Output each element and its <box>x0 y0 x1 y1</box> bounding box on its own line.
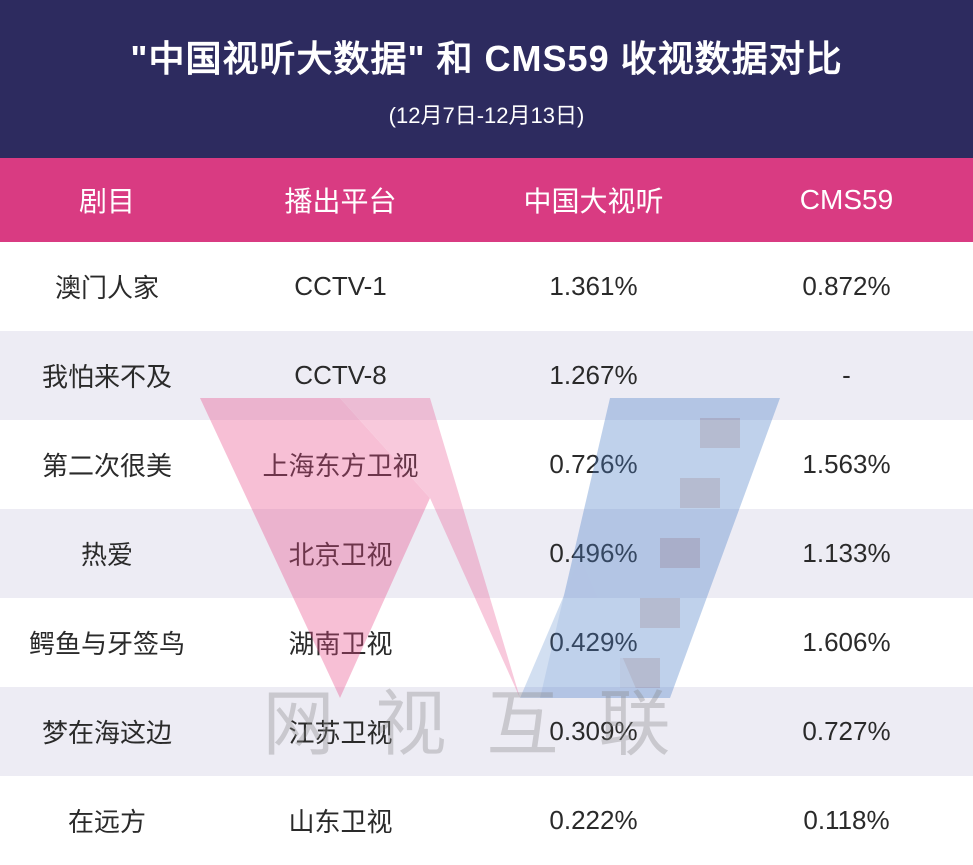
cell-china: 0.222% <box>467 776 720 865</box>
cell-china: 0.726% <box>467 420 720 509</box>
table-body: 澳门人家 CCTV-1 1.361% 0.872% 我怕来不及 CCTV-8 1… <box>0 242 973 865</box>
col-header-show: 剧目 <box>0 158 214 242</box>
col-header-platform: 播出平台 <box>214 158 467 242</box>
page-title: "中国视听大数据" 和 CMS59 收视数据对比 <box>20 30 953 82</box>
cell-platform: 北京卫视 <box>214 509 467 598</box>
cell-platform: 湖南卫视 <box>214 598 467 687</box>
cell-cms: 1.133% <box>720 509 973 598</box>
cell-cms: 1.563% <box>720 420 973 509</box>
cell-platform: 上海东方卫视 <box>214 420 467 509</box>
cell-china: 1.267% <box>467 331 720 420</box>
cell-platform: CCTV-8 <box>214 331 467 420</box>
col-header-china: 中国大视听 <box>467 158 720 242</box>
table-row: 我怕来不及 CCTV-8 1.267% - <box>0 331 973 420</box>
cell-china: 0.309% <box>467 687 720 776</box>
cell-show: 梦在海这边 <box>0 687 214 776</box>
cell-show: 我怕来不及 <box>0 331 214 420</box>
cell-platform: 江苏卫视 <box>214 687 467 776</box>
table-row: 热爱 北京卫视 0.496% 1.133% <box>0 509 973 598</box>
cell-cms: 0.118% <box>720 776 973 865</box>
page-subtitle: (12月7日-12月13日) <box>20 98 953 130</box>
cell-platform: CCTV-1 <box>214 242 467 331</box>
cell-china: 0.496% <box>467 509 720 598</box>
cell-cms: 0.727% <box>720 687 973 776</box>
table-header-row: 剧目 播出平台 中国大视听 CMS59 <box>0 158 973 242</box>
cell-platform: 山东卫视 <box>214 776 467 865</box>
cell-show: 第二次很美 <box>0 420 214 509</box>
cell-cms: 1.606% <box>720 598 973 687</box>
cell-show: 在远方 <box>0 776 214 865</box>
cell-china: 0.429% <box>467 598 720 687</box>
page-container: "中国视听大数据" 和 CMS59 收视数据对比 (12月7日-12月13日) … <box>0 0 973 862</box>
table-row: 第二次很美 上海东方卫视 0.726% 1.563% <box>0 420 973 509</box>
cell-cms: 0.872% <box>720 242 973 331</box>
cell-cms: - <box>720 331 973 420</box>
table-wrapper: 剧目 播出平台 中国大视听 CMS59 澳门人家 CCTV-1 1.361% 0… <box>0 158 973 865</box>
col-header-cms: CMS59 <box>720 158 973 242</box>
table-row: 澳门人家 CCTV-1 1.361% 0.872% <box>0 242 973 331</box>
table-row: 在远方 山东卫视 0.222% 0.118% <box>0 776 973 865</box>
ratings-table: 剧目 播出平台 中国大视听 CMS59 澳门人家 CCTV-1 1.361% 0… <box>0 158 973 865</box>
cell-show: 澳门人家 <box>0 242 214 331</box>
table-row: 鳄鱼与牙签鸟 湖南卫视 0.429% 1.606% <box>0 598 973 687</box>
table-row: 梦在海这边 江苏卫视 0.309% 0.727% <box>0 687 973 776</box>
cell-show: 鳄鱼与牙签鸟 <box>0 598 214 687</box>
cell-show: 热爱 <box>0 509 214 598</box>
header-section: "中国视听大数据" 和 CMS59 收视数据对比 (12月7日-12月13日) <box>0 0 973 158</box>
cell-china: 1.361% <box>467 242 720 331</box>
